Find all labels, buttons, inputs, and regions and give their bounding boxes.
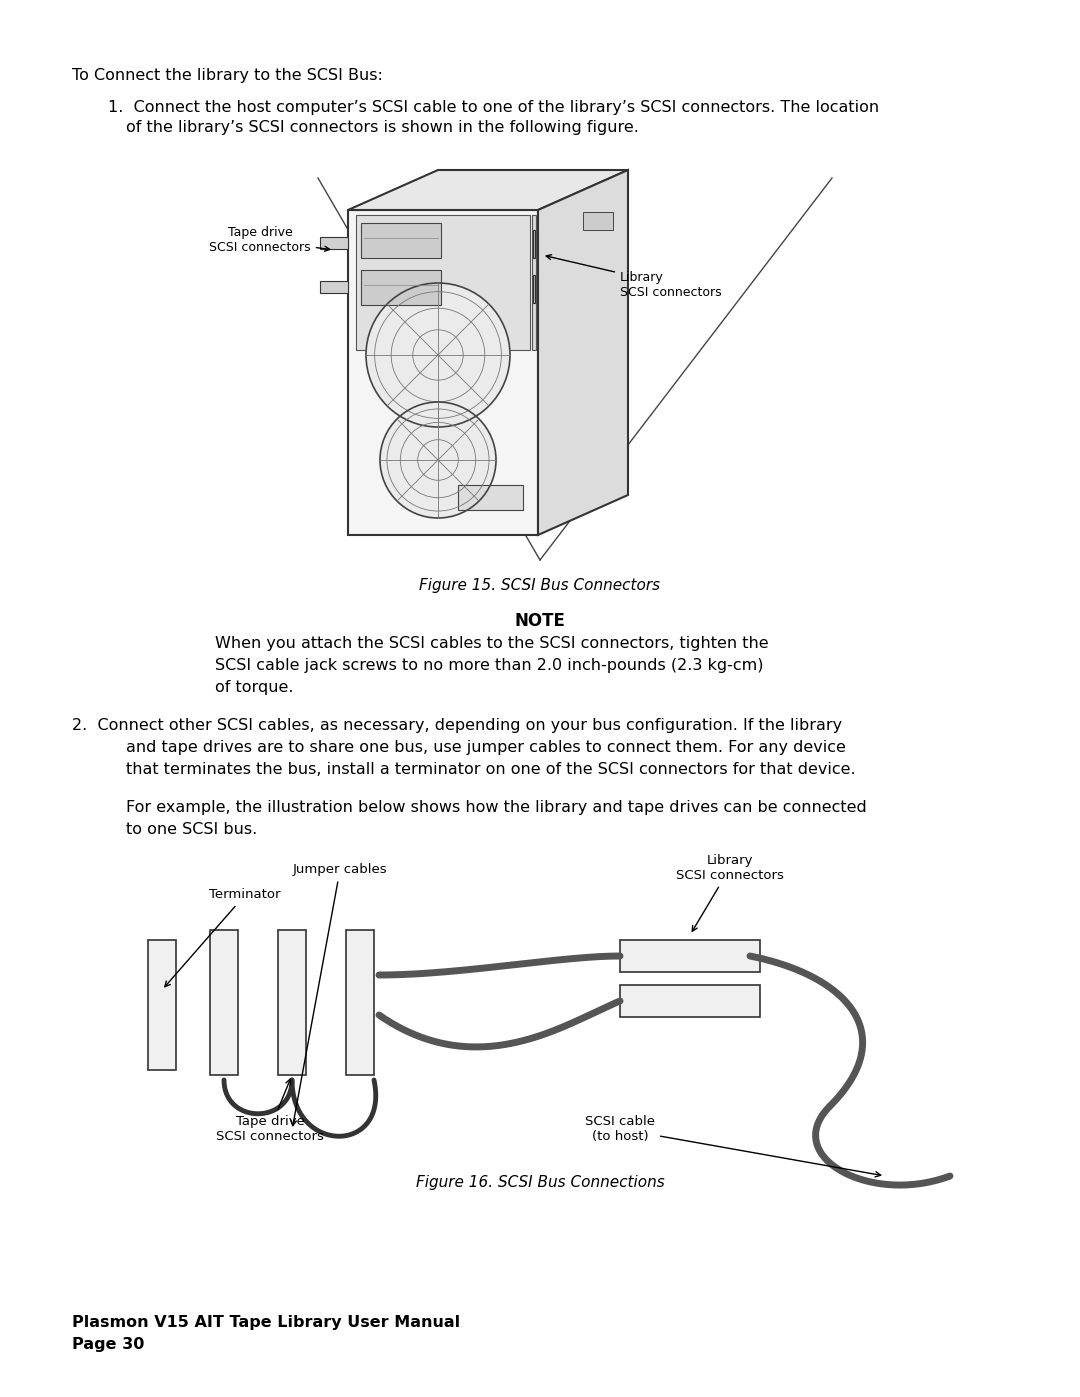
FancyBboxPatch shape	[210, 930, 238, 1076]
Text: that terminates the bus, install a terminator on one of the SCSI connectors for : that terminates the bus, install a termi…	[126, 761, 855, 777]
Text: NOTE: NOTE	[514, 612, 566, 630]
Text: of the library’s SCSI connectors is shown in the following figure.: of the library’s SCSI connectors is show…	[126, 120, 639, 136]
Text: 2.  Connect other SCSI cables, as necessary, depending on your bus configuration: 2. Connect other SCSI cables, as necessa…	[72, 718, 842, 733]
Polygon shape	[538, 170, 627, 535]
Polygon shape	[532, 215, 536, 351]
Text: Plasmon V15 AIT Tape Library User Manual: Plasmon V15 AIT Tape Library User Manual	[72, 1315, 460, 1330]
FancyBboxPatch shape	[361, 224, 441, 258]
Text: For example, the illustration below shows how the library and tape drives can be: For example, the illustration below show…	[126, 800, 867, 814]
Text: of torque.: of torque.	[215, 680, 294, 694]
Text: 1.  Connect the host computer’s SCSI cable to one of the library’s SCSI connecto: 1. Connect the host computer’s SCSI cabl…	[108, 101, 879, 115]
Text: Tape drive
SCSI connectors: Tape drive SCSI connectors	[216, 1078, 324, 1143]
Text: Terminator: Terminator	[165, 888, 281, 986]
Text: Figure 15. SCSI Bus Connectors: Figure 15. SCSI Bus Connectors	[419, 578, 661, 592]
FancyBboxPatch shape	[583, 212, 613, 231]
Polygon shape	[348, 170, 627, 210]
Text: Page 30: Page 30	[72, 1337, 145, 1352]
FancyBboxPatch shape	[361, 270, 441, 305]
FancyBboxPatch shape	[346, 930, 374, 1076]
Circle shape	[380, 402, 496, 518]
Text: SCSI cable jack screws to no more than 2.0 inch-pounds (2.3 kg-cm): SCSI cable jack screws to no more than 2…	[215, 658, 764, 673]
Polygon shape	[348, 210, 538, 535]
Circle shape	[366, 284, 510, 427]
Text: Library
SCSI connectors: Library SCSI connectors	[676, 854, 784, 932]
Polygon shape	[356, 215, 530, 351]
Text: Tape drive
SCSI connectors: Tape drive SCSI connectors	[210, 226, 329, 254]
FancyBboxPatch shape	[148, 940, 176, 1070]
FancyBboxPatch shape	[534, 231, 535, 258]
Text: and tape drives are to share one bus, use jumper cables to connect them. For any: and tape drives are to share one bus, us…	[126, 740, 846, 754]
FancyBboxPatch shape	[620, 940, 760, 972]
FancyBboxPatch shape	[534, 275, 535, 303]
Text: Jumper cables: Jumper cables	[292, 863, 388, 1126]
Text: Figure 16. SCSI Bus Connections: Figure 16. SCSI Bus Connections	[416, 1175, 664, 1190]
FancyBboxPatch shape	[278, 930, 306, 1076]
FancyBboxPatch shape	[320, 281, 348, 293]
Text: When you attach the SCSI cables to the SCSI connectors, tighten the: When you attach the SCSI cables to the S…	[215, 636, 769, 651]
FancyBboxPatch shape	[458, 485, 523, 510]
FancyBboxPatch shape	[620, 985, 760, 1017]
Text: Library
SCSI connectors: Library SCSI connectors	[546, 254, 721, 299]
Text: SCSI cable
(to host): SCSI cable (to host)	[585, 1115, 880, 1176]
Text: to one SCSI bus.: to one SCSI bus.	[126, 821, 257, 837]
FancyBboxPatch shape	[320, 237, 348, 249]
Text: To Connect the library to the SCSI Bus:: To Connect the library to the SCSI Bus:	[72, 68, 383, 82]
